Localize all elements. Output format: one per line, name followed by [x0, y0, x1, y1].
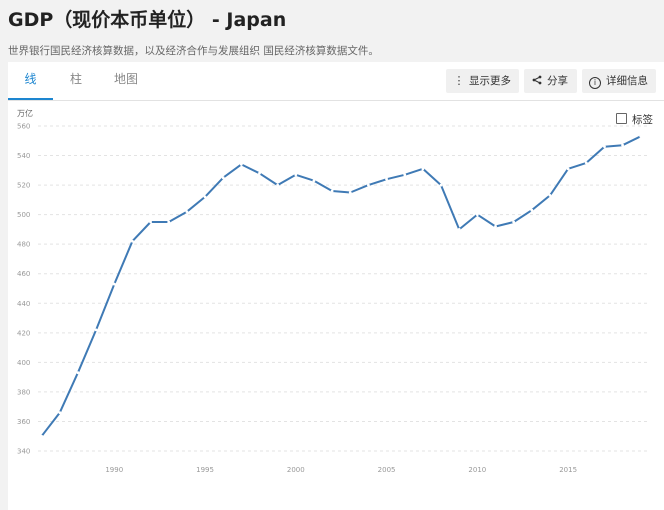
x-tick-label: 1990 — [105, 466, 123, 474]
info-icon: i — [589, 77, 601, 89]
y-tick-label: 540 — [17, 152, 30, 160]
y-tick-label: 480 — [17, 241, 30, 249]
details-button[interactable]: i 详细信息 — [582, 69, 656, 93]
data-point[interactable] — [112, 282, 116, 286]
x-tick-label: 2005 — [378, 466, 396, 474]
y-tick-label: 340 — [17, 448, 30, 456]
tab-map[interactable]: 地图 — [113, 72, 138, 86]
y-tick-label: 360 — [17, 418, 30, 426]
vertical-ellipsis-icon: ⋮ — [453, 74, 465, 87]
labels-checkbox[interactable] — [616, 113, 627, 124]
data-point[interactable] — [185, 210, 189, 214]
data-point[interactable] — [276, 183, 280, 187]
data-point[interactable] — [348, 191, 352, 194]
data-point[interactable] — [639, 134, 643, 138]
data-point[interactable] — [530, 208, 534, 212]
data-point[interactable] — [621, 143, 624, 147]
y-tick-label: 520 — [17, 182, 30, 190]
data-point[interactable] — [76, 371, 80, 375]
data-point[interactable] — [584, 161, 588, 165]
y-tick-label: 380 — [17, 388, 30, 396]
share-icon — [530, 69, 544, 93]
show-more-label: 显示更多 — [469, 75, 511, 87]
labels-toggle[interactable]: 标签 — [616, 112, 653, 127]
tab-bar: 线 柱 地图 ⋮ 显示更多 分享 i 详细信息 — [8, 62, 664, 101]
x-tick-label: 2015 — [559, 466, 577, 474]
data-point[interactable] — [566, 167, 570, 171]
data-point[interactable] — [149, 220, 152, 224]
data-point[interactable] — [512, 220, 516, 224]
chart-card: 线 柱 地图 ⋮ 显示更多 分享 i 详细信息 标签 万亿 340 3 — [8, 62, 664, 510]
labels-toggle-label: 标签 — [632, 114, 653, 126]
data-point[interactable] — [494, 225, 497, 228]
data-point[interactable] — [403, 173, 407, 177]
page-title: GDP（现价本币单位） - Japan — [8, 9, 287, 31]
tab-line[interactable]: 线 — [8, 62, 53, 100]
data-point[interactable] — [385, 177, 388, 181]
data-point[interactable] — [457, 228, 461, 231]
y-tick-label: 560 — [17, 123, 30, 131]
data-point[interactable] — [475, 213, 479, 217]
data-point[interactable] — [367, 183, 370, 187]
y-tick-label: 440 — [17, 300, 30, 308]
share-label: 分享 — [547, 75, 568, 87]
page-subtitle: 世界银行国民经济核算数据，以及经济合作与发展组织 国民经济核算数据文件。 — [8, 45, 379, 57]
data-point[interactable] — [330, 189, 334, 193]
data-point[interactable] — [548, 194, 552, 197]
data-point[interactable] — [603, 145, 606, 149]
x-tick-label: 1995 — [196, 466, 214, 474]
x-tick-label: 2010 — [468, 466, 486, 474]
y-tick-label: 420 — [17, 329, 30, 337]
show-more-button[interactable]: ⋮ 显示更多 — [446, 69, 519, 93]
data-point[interactable] — [58, 411, 62, 414]
data-point[interactable] — [94, 328, 98, 332]
data-point[interactable] — [421, 167, 425, 171]
y-tick-label: 460 — [17, 270, 30, 278]
data-point[interactable] — [221, 176, 225, 180]
data-point[interactable] — [167, 220, 171, 224]
data-point[interactable] — [439, 183, 443, 187]
x-tick-label: 2000 — [287, 466, 305, 474]
data-point[interactable] — [203, 195, 207, 199]
gdp-line-chart: 万亿 340 360 380 400 420 440 460 480 500 520 540 560 1… — [17, 108, 648, 474]
share-button[interactable]: 分享 — [524, 69, 577, 93]
data-point[interactable] — [40, 434, 44, 438]
data-point[interactable] — [239, 163, 243, 166]
y-axis-unit-label: 万亿 — [17, 108, 33, 118]
data-point[interactable] — [258, 171, 261, 175]
tab-bar-chart[interactable]: 柱 — [69, 72, 82, 86]
data-point[interactable] — [131, 239, 134, 243]
details-label: 详细信息 — [606, 75, 648, 87]
series-line — [40, 135, 642, 437]
y-tick-label: 400 — [17, 359, 30, 367]
y-tick-label: 500 — [17, 211, 30, 219]
data-point[interactable] — [294, 173, 298, 177]
data-point[interactable] — [312, 179, 316, 183]
